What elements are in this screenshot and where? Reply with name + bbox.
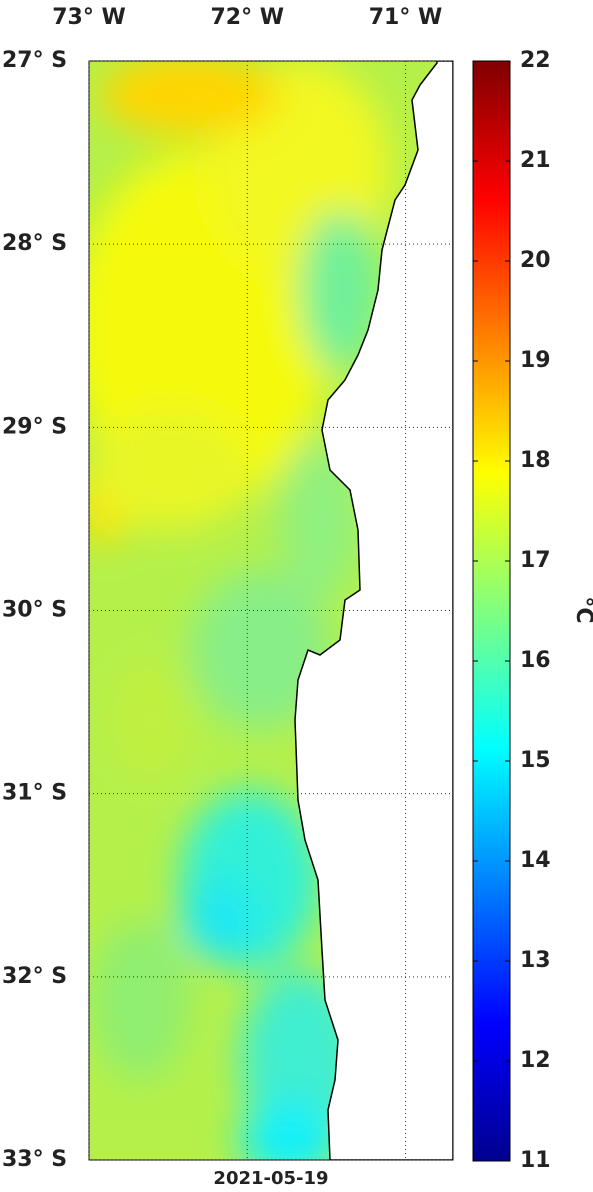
colorbar-tick-label: 17 xyxy=(520,548,551,573)
colorbar-tick-label: 19 xyxy=(520,348,551,373)
colorbar-tick-label: 22 xyxy=(520,48,551,73)
colorbar xyxy=(472,60,511,1162)
y-tick-label: 30° S xyxy=(2,598,67,623)
colorbar-tick-label: 12 xyxy=(520,1048,551,1073)
colorbar-tick-label: 11 xyxy=(520,1148,551,1173)
y-tick-label: 31° S xyxy=(2,781,67,806)
y-tick-label: 32° S xyxy=(2,964,67,989)
y-tick-label: 28° S xyxy=(2,231,67,256)
colorbar-tick-label: 14 xyxy=(520,848,551,873)
colorbar-label: °C xyxy=(571,596,593,623)
colorbar-tick-label: 20 xyxy=(520,248,551,273)
date-label: 2021-05-19 xyxy=(213,1168,328,1188)
colorbar-tick-label: 15 xyxy=(520,748,551,773)
x-tick-label: 71° W xyxy=(369,5,443,30)
sst-field xyxy=(89,61,453,1160)
y-tick-label: 27° S xyxy=(2,48,67,73)
y-tick-label: 29° S xyxy=(2,414,67,439)
colorbar-tick-label: 16 xyxy=(520,648,551,673)
colorbar-tick-label: 13 xyxy=(520,948,551,973)
x-tick-label: 73° W xyxy=(52,5,126,30)
x-tick-label: 72° W xyxy=(210,5,284,30)
y-tick-label: 33° S xyxy=(2,1147,67,1172)
colorbar-tick-label: 21 xyxy=(520,148,551,173)
colorbar-tick-label: 18 xyxy=(520,448,551,473)
